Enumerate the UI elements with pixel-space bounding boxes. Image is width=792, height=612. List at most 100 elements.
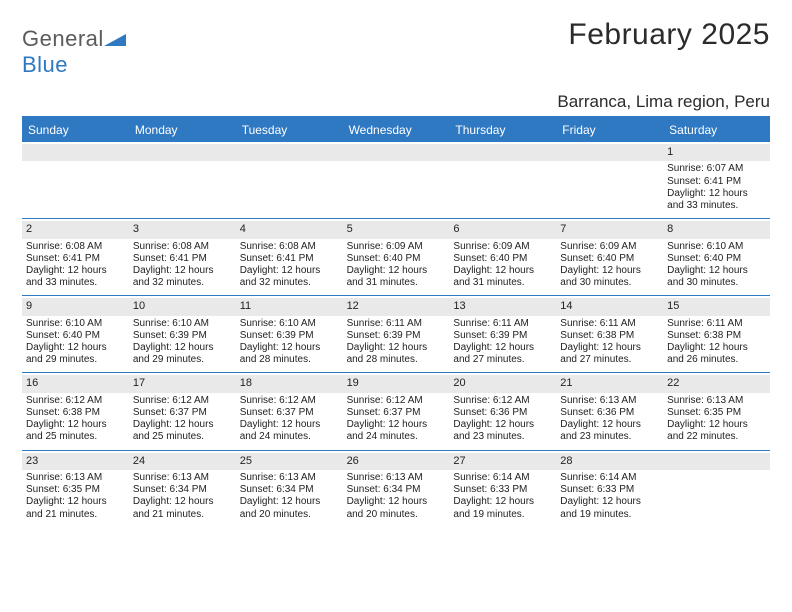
day-cell: 7Sunrise: 6:09 AMSunset: 6:40 PMDaylight… (556, 219, 663, 295)
day-cell: 5 Sunrise: 6:09 AMSunset: 6:40 PMDaylight… (343, 219, 450, 295)
day-cell: 11Sunrise: 6:10 AMSunset: 6:39 PMDayligh… (236, 296, 343, 372)
daylight-line: Daylight: 12 hours and 31 minutes. (453, 265, 552, 289)
daylight-line: Daylight: 12 hours and 24 minutes. (240, 419, 339, 443)
day-cell: 21Sunrise: 6:13 AMSunset: 6:36 PMDayligh… (556, 373, 663, 449)
day-number: 19 (343, 375, 450, 392)
sunrise-line: Sunrise: 6:09 AM (347, 241, 446, 253)
day-cell: 4Sunrise: 6:08 AMSunset: 6:41 PMDaylight… (236, 219, 343, 295)
day-cell: 19Sunrise: 6:12 AMSunset: 6:37 PMDayligh… (343, 373, 450, 449)
day-number: 21 (556, 375, 663, 392)
day-cell: 22Sunrise: 6:13 AMSunset: 6:35 PMDayligh… (663, 373, 770, 449)
sunrise-line: Sunrise: 6:10 AM (26, 318, 125, 330)
location-row: Barranca, Lima region, Peru (22, 84, 770, 118)
sunset-line: Sunset: 6:34 PM (133, 484, 232, 496)
sunrise-line: Sunrise: 6:13 AM (560, 395, 659, 407)
daylight-line: Daylight: 12 hours and 19 minutes. (560, 496, 659, 520)
sunrise-line: Sunrise: 6:12 AM (133, 395, 232, 407)
sunrise-line: Sunrise: 6:11 AM (453, 318, 552, 330)
sunset-line: Sunset: 6:40 PM (667, 253, 766, 265)
day-header: Wednesday (343, 118, 450, 142)
sunset-line: Sunset: 6:34 PM (240, 484, 339, 496)
day-cell: 14Sunrise: 6:11 AMSunset: 6:38 PMDayligh… (556, 296, 663, 372)
sunrise-line: Sunrise: 6:13 AM (347, 472, 446, 484)
day-number: 28 (556, 453, 663, 470)
sunset-line: Sunset: 6:40 PM (560, 253, 659, 265)
daylight-line: Daylight: 12 hours and 25 minutes. (26, 419, 125, 443)
daylight-line: Daylight: 12 hours and 28 minutes. (240, 342, 339, 366)
day-number (449, 144, 556, 161)
sunrise-line: Sunrise: 6:09 AM (560, 241, 659, 253)
daylight-line: Daylight: 12 hours and 25 minutes. (133, 419, 232, 443)
sunset-line: Sunset: 6:33 PM (453, 484, 552, 496)
day-cell: 9Sunrise: 6:10 AMSunset: 6:40 PMDaylight… (22, 296, 129, 372)
sunrise-line: Sunrise: 6:10 AM (240, 318, 339, 330)
day-number: 5 (343, 221, 450, 238)
day-header-row: Sunday Monday Tuesday Wednesday Thursday… (22, 118, 770, 142)
sunrise-line: Sunrise: 6:13 AM (133, 472, 232, 484)
day-number (556, 144, 663, 161)
day-number: 6 (449, 221, 556, 238)
sunrise-line: Sunrise: 6:08 AM (240, 241, 339, 253)
day-number (236, 144, 343, 161)
sunset-line: Sunset: 6:33 PM (560, 484, 659, 496)
day-cell: 17Sunrise: 6:12 AMSunset: 6:37 PMDayligh… (129, 373, 236, 449)
day-number: 4 (236, 221, 343, 238)
sunset-line: Sunset: 6:41 PM (133, 253, 232, 265)
logo-word2: Blue (22, 52, 68, 77)
daylight-line: Daylight: 12 hours and 23 minutes. (453, 419, 552, 443)
empty-cell (343, 142, 450, 218)
day-number: 13 (449, 298, 556, 315)
day-cell: 28Sunrise: 6:14 AMSunset: 6:33 PMDayligh… (556, 451, 663, 527)
day-number: 23 (22, 453, 129, 470)
sunset-line: Sunset: 6:39 PM (240, 330, 339, 342)
daylight-line: Daylight: 12 hours and 21 minutes. (26, 496, 125, 520)
daylight-line: Daylight: 12 hours and 24 minutes. (347, 419, 446, 443)
sunset-line: Sunset: 6:35 PM (26, 484, 125, 496)
sunrise-line: Sunrise: 6:09 AM (453, 241, 552, 253)
day-cell: 27Sunrise: 6:14 AMSunset: 6:33 PMDayligh… (449, 451, 556, 527)
daylight-line: Daylight: 12 hours and 30 minutes. (667, 265, 766, 289)
day-cell: 6 Sunrise: 6:09 AMSunset: 6:40 PMDaylight… (449, 219, 556, 295)
day-cell: 20Sunrise: 6:12 AMSunset: 6:36 PMDayligh… (449, 373, 556, 449)
day-number: 1 (663, 144, 770, 161)
day-header: Tuesday (236, 118, 343, 142)
daylight-line: Daylight: 12 hours and 27 minutes. (453, 342, 552, 366)
sunset-line: Sunset: 6:40 PM (347, 253, 446, 265)
day-number: 12 (343, 298, 450, 315)
sunset-line: Sunset: 6:38 PM (667, 330, 766, 342)
daylight-line: Daylight: 12 hours and 27 minutes. (560, 342, 659, 366)
day-cell: 25Sunrise: 6:13 AMSunset: 6:34 PMDayligh… (236, 451, 343, 527)
logo: General Blue (22, 18, 126, 78)
title-block: February 2025 (568, 18, 770, 52)
day-number: 15 (663, 298, 770, 315)
day-cell: 10Sunrise: 6:10 AMSunset: 6:39 PMDayligh… (129, 296, 236, 372)
empty-cell (236, 142, 343, 218)
logo-text: General Blue (22, 26, 126, 78)
day-cell: 8Sunrise: 6:10 AMSunset: 6:40 PMDaylight… (663, 219, 770, 295)
daylight-line: Daylight: 12 hours and 19 minutes. (453, 496, 552, 520)
sunset-line: Sunset: 6:40 PM (453, 253, 552, 265)
sunrise-line: Sunrise: 6:12 AM (453, 395, 552, 407)
sunrise-line: Sunrise: 6:10 AM (667, 241, 766, 253)
sunset-line: Sunset: 6:40 PM (26, 330, 125, 342)
week-row: 1Sunrise: 6:07 AMSunset: 6:41 PMDaylight… (22, 142, 770, 219)
sunset-line: Sunset: 6:41 PM (240, 253, 339, 265)
daylight-line: Daylight: 12 hours and 21 minutes. (133, 496, 232, 520)
week-row: 23Sunrise: 6:13 AMSunset: 6:35 PMDayligh… (22, 451, 770, 527)
daylight-line: Daylight: 12 hours and 31 minutes. (347, 265, 446, 289)
daylight-line: Daylight: 12 hours and 33 minutes. (26, 265, 125, 289)
sunset-line: Sunset: 6:36 PM (453, 407, 552, 419)
day-number: 9 (22, 298, 129, 315)
header: General Blue February 2025 (22, 18, 770, 78)
day-number: 10 (129, 298, 236, 315)
sunset-line: Sunset: 6:39 PM (133, 330, 232, 342)
week-row: 2Sunrise: 6:08 AMSunset: 6:41 PMDaylight… (22, 219, 770, 296)
day-number: 27 (449, 453, 556, 470)
daylight-line: Daylight: 12 hours and 29 minutes. (133, 342, 232, 366)
day-cell: 26Sunrise: 6:13 AMSunset: 6:34 PMDayligh… (343, 451, 450, 527)
day-cell: 23Sunrise: 6:13 AMSunset: 6:35 PMDayligh… (22, 451, 129, 527)
sunrise-line: Sunrise: 6:08 AM (26, 241, 125, 253)
day-number: 24 (129, 453, 236, 470)
sunset-line: Sunset: 6:39 PM (453, 330, 552, 342)
week-row: 9Sunrise: 6:10 AMSunset: 6:40 PMDaylight… (22, 296, 770, 373)
